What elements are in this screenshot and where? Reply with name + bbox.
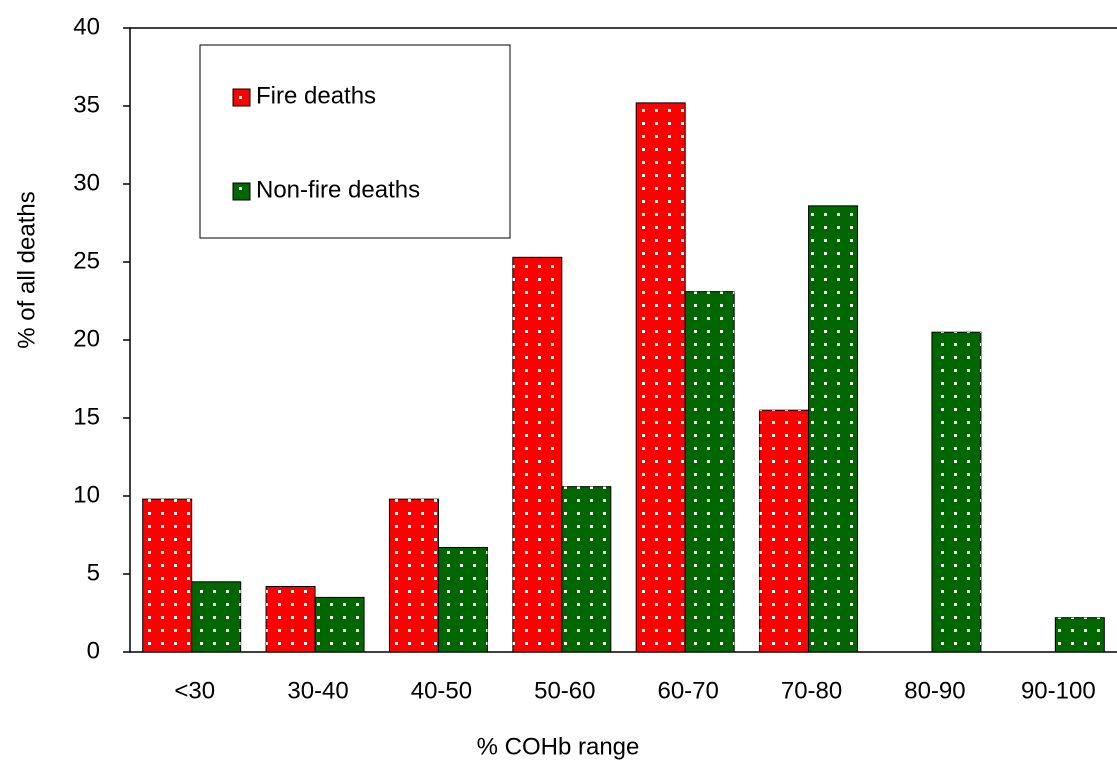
y-tick-label: 40 [73, 13, 100, 40]
y-tick-label: 30 [73, 169, 100, 196]
bar [142, 498, 193, 653]
bar-pattern [512, 257, 562, 652]
bar-pattern [808, 205, 858, 652]
x-tick-label: <30 [174, 677, 215, 704]
y-tick-label: 5 [87, 559, 100, 586]
bar [265, 585, 316, 653]
bar-pattern [438, 547, 488, 652]
legend-swatch-pattern [233, 89, 250, 106]
bar-pattern [191, 581, 241, 652]
bar [635, 102, 686, 653]
bar [808, 205, 859, 653]
x-tick-label: 90-100 [1021, 677, 1096, 704]
legend: Fire deaths Non-fire deaths [199, 44, 511, 239]
bar-pattern [759, 410, 809, 652]
bar-pattern [561, 486, 611, 652]
x-tick-label: 70-80 [781, 677, 842, 704]
bar [684, 291, 735, 653]
legend-label: Non-fire deaths [256, 176, 420, 203]
bar-pattern [315, 597, 365, 652]
bar-pattern [685, 291, 735, 652]
bar-pattern [1055, 617, 1105, 652]
bar [388, 498, 439, 653]
bar [931, 331, 982, 653]
y-tick-label: 0 [87, 637, 100, 664]
legend-box [199, 44, 511, 239]
x-tick-label: 60-70 [657, 677, 718, 704]
y-tick-label: 15 [73, 403, 100, 430]
bar [437, 546, 488, 653]
legend-label: Fire deaths [256, 82, 376, 109]
x-tick-label: 30-40 [287, 677, 348, 704]
x-tick-label: 40-50 [411, 677, 472, 704]
bar [1054, 617, 1105, 653]
y-tick-label: 10 [73, 481, 100, 508]
y-axis-label: % of all deaths [13, 191, 40, 348]
bar-pattern [142, 499, 192, 652]
legend-swatch-pattern [233, 183, 250, 200]
x-tick-label: 80-90 [904, 677, 965, 704]
y-tick-label: 20 [73, 325, 100, 352]
y-tick-label: 35 [73, 91, 100, 118]
bar [314, 596, 365, 653]
y-tick-label: 25 [73, 247, 100, 274]
x-tick-label: 50-60 [534, 677, 595, 704]
x-axis-label: % COHb range [477, 733, 640, 760]
bar [759, 409, 810, 653]
bar-pattern [931, 332, 981, 652]
bar [191, 581, 242, 653]
bar [561, 486, 612, 653]
bar [512, 256, 563, 653]
bar-pattern [266, 586, 316, 652]
bar-pattern [636, 102, 686, 652]
bar-pattern [389, 499, 439, 652]
